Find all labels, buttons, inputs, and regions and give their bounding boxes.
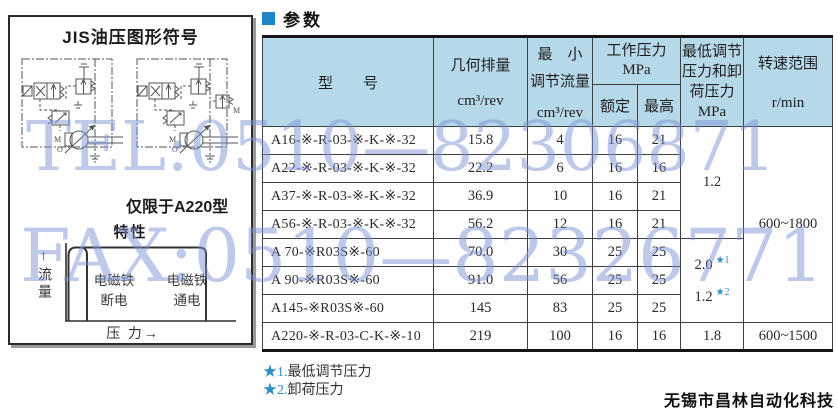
rated-pressure-cell: 16 (592, 182, 638, 211)
header-model: 型 号 (262, 36, 434, 127)
section-header: 参数 (262, 6, 323, 31)
displacement-cell: 145 (433, 294, 528, 323)
extra-valve-m-label: M (233, 106, 240, 115)
header-speed-range: 转速范围 r/min (743, 36, 833, 127)
blue-square-bullet-icon (262, 12, 275, 25)
displacement-cell: 56.2 (433, 210, 528, 239)
header-min-flow-l2: 调节流量 (529, 73, 590, 90)
parameters-table: 型 号 几何排量 cm³/rev 最 小 调节流量 cm³/rev (262, 35, 833, 352)
model-cell: A220-※-R-03-C-K-※-10 (262, 322, 434, 351)
displacement-cell: 219 (433, 322, 528, 351)
rated-pressure-cell: 16 (592, 210, 638, 239)
table-row: A37-※-R-03-※-K-※-32 36.9 10 16 21 (262, 182, 833, 211)
header-displacement-label: 几何排量 (450, 58, 511, 74)
min-flow-cell: 30 (527, 238, 593, 267)
hydraulic-circuit-diagram-left (21, 58, 124, 163)
max-pressure-cell: 16 (637, 154, 681, 183)
model-cell: A22-※-R-03-※-K-※-32 (262, 154, 434, 183)
footnote-ref-2: ★2 (715, 287, 730, 298)
rated-pressure-cell: 25 (592, 294, 638, 323)
min-flow-cell: 100 (527, 322, 593, 351)
displacement-cell: 36.9 (433, 182, 528, 211)
rated-pressure-cell: 25 (592, 266, 638, 295)
displacement-cell: 15.8 (433, 126, 528, 155)
header-displacement-unit: cm³/rev (457, 93, 504, 109)
max-pressure-cell: 25 (637, 266, 681, 295)
header-speed-label: 转速范围 (757, 56, 818, 72)
header-rated: 额定 (592, 84, 638, 127)
header-max: 最高 (637, 84, 681, 127)
footnote-ref-1: ★1 (715, 255, 730, 266)
max-pressure-cell: 25 (637, 294, 681, 323)
rated-pressure-cell: 25 (592, 238, 638, 267)
company-name: 无锡市昌林自动化科技 (663, 393, 834, 410)
max-pressure-cell: 25 (637, 238, 681, 267)
header-min-adjust-pressure: 最低调节 压力和卸 荷压力 MPa (680, 36, 744, 127)
footnote-2-marker: ★2. (263, 383, 288, 398)
header-displacement: 几何排量 cm³/rev (433, 36, 528, 127)
min-flow-cell: 4 (527, 126, 593, 155)
curve-label-solenoid-off: 电磁铁 断电 (93, 273, 135, 309)
model-cell: A56-※-R-03-※-K-※-32 (262, 210, 434, 239)
min-flow-cell: 56 (527, 266, 593, 295)
flow-pressure-chart: ↑流量 电磁铁 断电 电磁铁 通电 压 力→ (34, 239, 244, 342)
merged-min-adjust-pressure-cell-2: 2.0 ★1 1.2 ★2 (680, 238, 744, 323)
merged-speed-range-cell: 600~1800 (743, 126, 833, 323)
model-cell: A 70-※R03S※-60 (262, 238, 434, 267)
rated-pressure-cell: 16 (592, 154, 638, 183)
max-pressure-cell: 16 (637, 322, 681, 351)
footnote-2: ★2.卸荷压力 (263, 382, 372, 400)
min-flow-cell: 6 (527, 154, 593, 183)
min-flow-cell: 12 (527, 210, 593, 239)
hydraulic-diagrams: M (16, 53, 248, 173)
table-row: A220-※-R-03-C-K-※-10 219 100 16 16 1.8 6… (262, 322, 833, 351)
merged-min-adjust-pressure-cell: 1.2 (680, 126, 744, 239)
header-min-flow-unit: cm³/rev (536, 104, 584, 121)
rated-pressure-cell: 16 (592, 322, 638, 351)
chart-canvas (65, 243, 236, 322)
footnote-2-text: 卸荷压力 (287, 383, 344, 398)
curve-label-solenoid-on: 电磁铁 通电 (166, 273, 208, 309)
model-cell: A37-※-R-03-※-K-※-32 (262, 182, 434, 211)
max-pressure-cell: 21 (637, 210, 681, 239)
header-min-flow: 最 小 调节流量 cm³/rev (527, 36, 593, 127)
footnote-1-text: 最低调节压力 (287, 365, 372, 380)
min-flow-cell: 83 (527, 294, 593, 323)
header-speed-unit: r/min (771, 95, 805, 111)
hydraulic-circuit-diagram-right-a220: M (136, 58, 240, 163)
model-cell: A145-※R03S※-60 (262, 294, 434, 323)
section-title: 参数 (283, 11, 323, 30)
footnote-1-marker: ★1. (263, 365, 288, 380)
table-row: A16-※-R-03-※-K-※-32 15.8 4 16 21 1.2 600… (262, 126, 833, 323)
max-pressure-cell: 21 (637, 126, 681, 155)
displacement-cell: 22.2 (433, 154, 528, 183)
max-pressure-cell: 21 (637, 182, 681, 211)
header-min-flow-l1: 最 小 (537, 46, 583, 63)
header-working-pressure-label: 工作压力 (606, 43, 667, 60)
pressure-line: 1.2 ★2 (694, 287, 730, 305)
model-cell: A 90-※R03S※-60 (262, 266, 434, 295)
footnote-1: ★1.最低调节压力 (263, 364, 372, 382)
footnotes: ★1.最低调节压力 ★2.卸荷压力 (263, 364, 372, 400)
speed-range-cell: 600~1500 (743, 322, 833, 351)
min-adjust-pressure-cell: 1.8 (680, 322, 744, 351)
chart-x-axis-label: 压 力→ (106, 327, 160, 342)
chart-y-axis-label: ↑流量 (36, 249, 51, 301)
table-row: A22-※-R-03-※-K-※-32 22.2 6 16 16 (262, 154, 833, 183)
displacement-cell: 70.0 (433, 238, 528, 267)
pressure-line: 2.0 ★1 (694, 255, 730, 273)
model-cell: A16-※-R-03-※-K-※-32 (262, 126, 434, 155)
jis-panel-title: JIS油压图形符号 (62, 28, 199, 47)
displacement-cell: 91.0 (433, 266, 528, 295)
a220-only-caption: 仅限于A220型 (126, 199, 229, 216)
rated-pressure-cell: 16 (592, 126, 638, 155)
jis-symbol-panel: JIS油压图形符号 M 仅限于A220型 特性 (8, 15, 253, 345)
min-flow-cell: 10 (527, 182, 593, 211)
characteristics-title: 特性 (113, 224, 148, 241)
header-working-pressure-unit: MPa (622, 62, 651, 78)
table-row: A145-※R03S※-60 145 83 25 25 (262, 294, 833, 323)
header-working-pressure: 工作压力 MPa (592, 36, 681, 85)
